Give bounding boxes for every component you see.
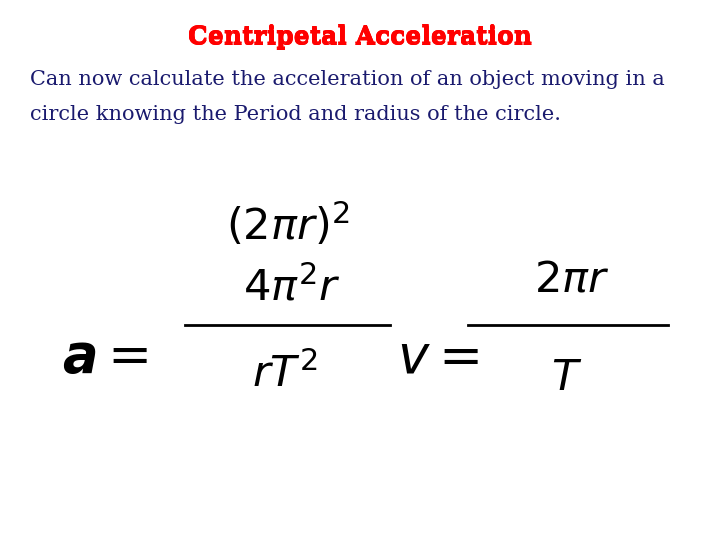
Text: Centripetal Acceleration: Centripetal Acceleration (189, 25, 533, 50)
Text: $4\pi^2 r$: $4\pi^2 r$ (243, 267, 341, 309)
Text: $(2\pi r)^2$: $(2\pi r)^2$ (226, 201, 350, 249)
Text: Centripetal Acceleration: Centripetal Acceleration (187, 24, 531, 49)
Text: $v=$: $v=$ (397, 333, 479, 383)
Text: circle knowing the Period and radius of the circle.: circle knowing the Period and radius of … (30, 105, 561, 124)
Text: $rT^2$: $rT^2$ (252, 354, 318, 396)
Text: $\boldsymbol{a}=$: $\boldsymbol{a}=$ (62, 333, 148, 383)
Text: Centripetal Acceleration: Centripetal Acceleration (189, 24, 533, 49)
Text: Can now calculate the acceleration of an object moving in a: Can now calculate the acceleration of an… (30, 70, 665, 89)
Text: $T$: $T$ (552, 357, 582, 399)
Text: Centripetal Acceleration: Centripetal Acceleration (187, 25, 531, 50)
Text: Centripetal Acceleration: Centripetal Acceleration (188, 25, 532, 49)
Text: $2\pi r$: $2\pi r$ (534, 259, 610, 301)
